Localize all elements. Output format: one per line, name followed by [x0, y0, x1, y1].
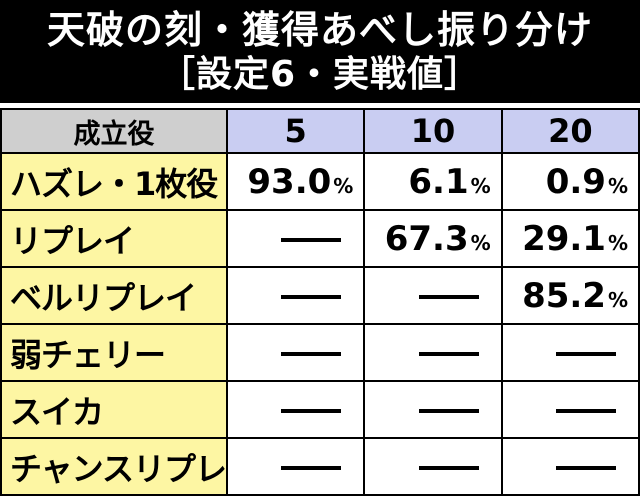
- dash-cell: [225, 323, 366, 382]
- header-col-10: 10: [363, 108, 503, 154]
- value-cell: 67.3%: [363, 209, 503, 268]
- dash-mark: [418, 409, 479, 413]
- dash-mark: [418, 466, 479, 470]
- dash-mark: [418, 352, 479, 356]
- header-col-20: 20: [500, 108, 640, 154]
- dash-cell: [225, 209, 366, 268]
- dash-cell: [500, 437, 640, 496]
- dash-cell: [500, 380, 640, 439]
- value-number: 29.1: [522, 218, 606, 259]
- table-row: チャンスリプレイ: [0, 437, 640, 496]
- dash-cell: [363, 437, 503, 496]
- role-cell: 弱チェリー: [0, 323, 228, 382]
- table-header-row: 成立役 5 10 20: [0, 108, 640, 154]
- dash-cell: [363, 266, 503, 325]
- dash-mark: [556, 466, 616, 470]
- value-number: 93.0: [247, 161, 332, 202]
- dash-mark: [281, 238, 342, 242]
- value-cell: 0.9%: [500, 152, 640, 211]
- dash-cell: [363, 380, 503, 439]
- dash-cell: [363, 323, 503, 382]
- role-cell: ハズレ・1枚役: [0, 152, 228, 211]
- value-number: 6.1: [408, 161, 469, 202]
- dash-mark: [281, 352, 342, 356]
- value-number: 67.3: [384, 218, 469, 259]
- dash-mark: [556, 352, 616, 356]
- value-cell: 85.2%: [500, 266, 640, 325]
- role-cell: チャンスリプレイ: [0, 437, 228, 496]
- percent-unit: %: [607, 287, 628, 312]
- dash-cell: [500, 323, 640, 382]
- dash-mark: [281, 295, 342, 299]
- value-cell: 6.1%: [363, 152, 503, 211]
- role-cell: リプレイ: [0, 209, 228, 268]
- page-title: 天破の刻・獲得あべし振り分け: [46, 7, 593, 52]
- dash-mark: [418, 295, 479, 299]
- table-row: 弱チェリー: [0, 323, 640, 382]
- table-row: リプレイ 67.3% 29.1%: [0, 209, 640, 268]
- header-col-5: 5: [225, 108, 366, 154]
- abeshi-distribution-table: 成立役 5 10 20 ハズレ・1枚役 93.0% 6.1% 0.9% リプレイ 67.3…: [0, 108, 640, 496]
- table-row: ベルリプレイ 85.2%: [0, 266, 640, 325]
- dash-cell: [225, 437, 366, 496]
- title-block: 天破の刻・獲得あべし振り分け ［設定6・実戦値］: [0, 0, 640, 103]
- percent-unit: %: [470, 173, 491, 198]
- role-cell: ベルリプレイ: [0, 266, 228, 325]
- table-row: ハズレ・1枚役 93.0% 6.1% 0.9%: [0, 152, 640, 211]
- percent-unit: %: [607, 230, 628, 255]
- dash-mark: [281, 409, 342, 413]
- dash-mark: [556, 409, 616, 413]
- value-cell: 29.1%: [500, 209, 640, 268]
- value-number: 85.2: [522, 275, 606, 316]
- role-cell: スイカ: [0, 380, 228, 439]
- value-cell: 93.0%: [225, 152, 366, 211]
- header-role: 成立役: [0, 108, 228, 154]
- percent-unit: %: [333, 173, 354, 198]
- percent-unit: %: [607, 173, 628, 198]
- table-row: スイカ: [0, 380, 640, 439]
- dash-cell: [225, 380, 366, 439]
- value-number: 0.9: [545, 161, 606, 202]
- dash-cell: [225, 266, 366, 325]
- percent-unit: %: [470, 230, 491, 255]
- dash-mark: [281, 466, 342, 470]
- page-subtitle: ［設定6・実戦値］: [158, 53, 482, 95]
